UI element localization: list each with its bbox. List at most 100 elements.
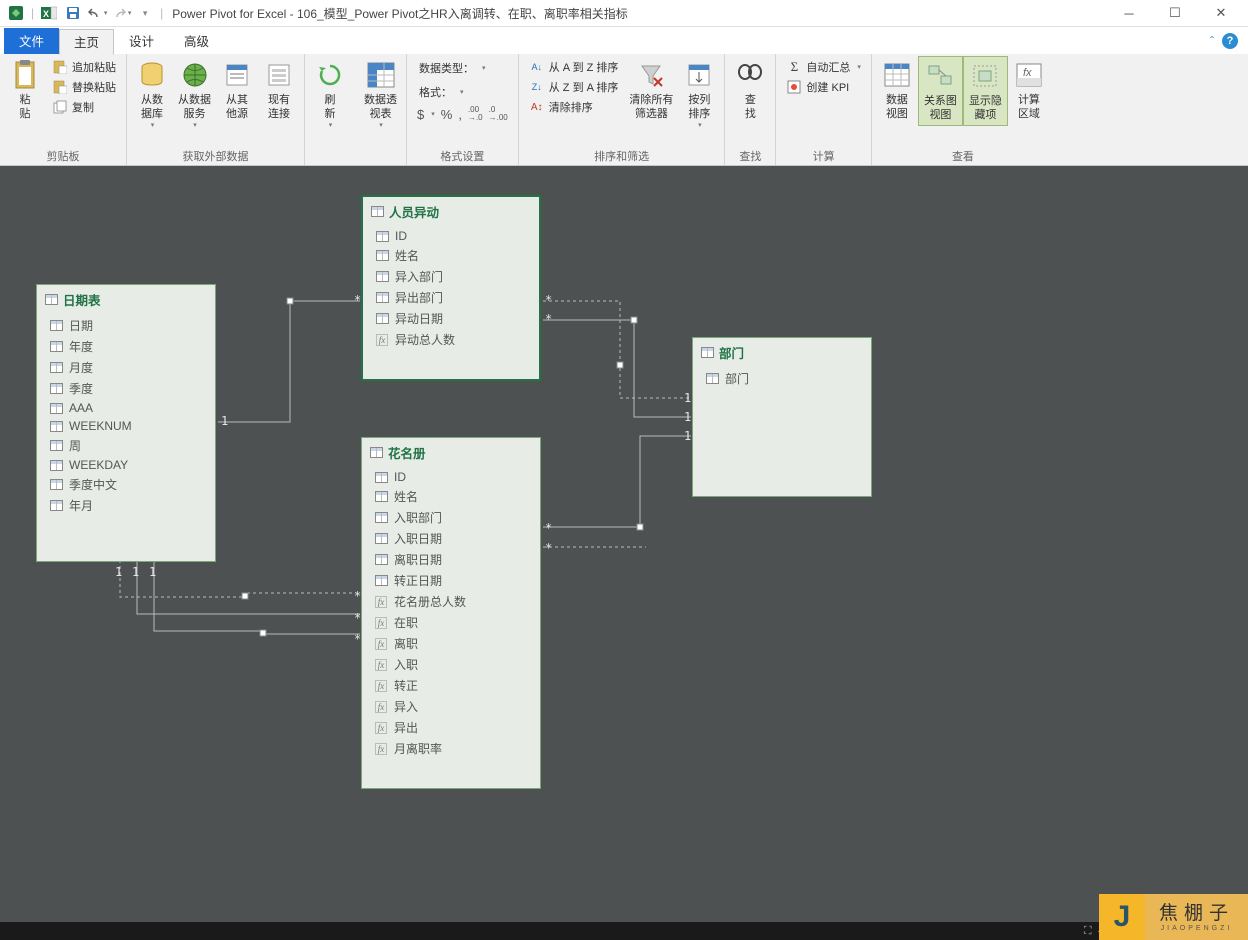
tab-file[interactable]: 文件 — [4, 28, 59, 54]
help-icon[interactable]: ? — [1222, 33, 1238, 49]
decrease-decimal-button[interactable]: .00 →.0 — [468, 106, 483, 122]
field-item[interactable]: 姓名 — [374, 486, 540, 507]
sort-za-button[interactable]: Z↓从 Z 到 A 排序 — [527, 77, 621, 97]
field-item[interactable]: fx异入 — [374, 696, 540, 717]
field-item[interactable]: 年月 — [49, 495, 215, 516]
sort-az-button[interactable]: A↓从 A 到 Z 排序 — [527, 57, 621, 77]
field-item[interactable]: AAA — [49, 399, 215, 417]
calc-area-button[interactable]: fx计算 区域 — [1008, 56, 1050, 124]
entity-header[interactable]: 日期表 — [37, 285, 215, 313]
field-item[interactable]: ID — [375, 227, 539, 245]
field-item[interactable]: WEEKDAY — [49, 456, 215, 474]
diagram-view-button[interactable]: 关系图 视图 — [918, 56, 963, 126]
entity-header[interactable]: 部门 — [693, 338, 871, 366]
excel-icon[interactable]: X — [38, 2, 60, 24]
field-item[interactable]: fx离职 — [374, 633, 540, 654]
qat-more-icon[interactable]: ▾ — [134, 2, 156, 24]
field-item[interactable]: 年度 — [49, 336, 215, 357]
currency-button[interactable]: $ — [417, 107, 424, 122]
window-title: Power Pivot for Excel - 106_模型_Power Piv… — [172, 5, 627, 22]
paste-append-button[interactable]: 追加粘贴 — [50, 57, 118, 77]
cardinality-label: 1 — [684, 391, 691, 405]
field-item[interactable]: 部门 — [705, 368, 871, 389]
field-item[interactable]: 离职日期 — [374, 549, 540, 570]
field-item[interactable]: 入职日期 — [374, 528, 540, 549]
cardinality-label: * — [354, 589, 361, 603]
collapse-ribbon-icon[interactable]: ˆ — [1210, 34, 1214, 48]
redo-icon[interactable]: ▾ — [110, 2, 132, 24]
pivot-table-button[interactable]: 数据透 视表▾ — [359, 56, 402, 132]
field-item[interactable]: 入职部门 — [374, 507, 540, 528]
field-item[interactable]: fx月离职率 — [374, 738, 540, 759]
find-button[interactable]: 查 找 — [729, 56, 771, 124]
field-item[interactable]: fx入职 — [374, 654, 540, 675]
field-item[interactable]: fx异动总人数 — [375, 329, 539, 350]
autosum-button[interactable]: Σ自动汇总▾ — [784, 57, 863, 77]
entity-roster[interactable]: 花名册ID姓名入职部门入职日期离职日期转正日期fx花名册总人数fx在职fx离职f… — [361, 437, 541, 789]
increase-decimal-button[interactable]: .0 →.00 — [489, 106, 508, 122]
entity-move[interactable]: 人员异动 ID姓名异入部门异出部门异动日期fx异动总人数 — [361, 195, 541, 381]
group-sort: A↓从 A 到 Z 排序 Z↓从 Z 到 A 排序 A↕清除排序 清除所有 筛选… — [519, 54, 726, 165]
field-item[interactable]: 季度中文 — [49, 474, 215, 495]
datatype-dropdown[interactable]: 数据类型：▾ — [417, 58, 508, 78]
field-item[interactable]: 月度 — [49, 357, 215, 378]
field-item[interactable]: ID — [374, 468, 540, 486]
tab-design[interactable]: 设计 — [114, 28, 169, 54]
minimize-button[interactable]: ─ — [1106, 0, 1152, 27]
entity-header[interactable]: 人员异动 — [363, 197, 539, 225]
ribbon: 粘 贴 追加粘贴 替换粘贴 复制 剪贴板 从数 据库▾ 从数据 服务▾ 从其 他… — [0, 54, 1248, 166]
field-item[interactable]: 转正日期 — [374, 570, 540, 591]
watermark: J 焦棚子 JIAOPENGZI — [1099, 894, 1248, 940]
paste-replace-button[interactable]: 替换粘贴 — [50, 77, 118, 97]
field-item[interactable]: fx异出 — [374, 717, 540, 738]
group-getdata: 从数 据库▾ 从数据 服务▾ 从其 他源 现有 连接 获取外部数据 — [127, 54, 305, 165]
show-hidden-button[interactable]: 显示隐 藏项 — [963, 56, 1008, 126]
group-view: 数据 视图 关系图 视图 显示隐 藏项 fx计算 区域 查看 — [872, 54, 1054, 165]
field-item[interactable]: 异入部门 — [375, 266, 539, 287]
qat-separator-2: | — [160, 6, 163, 20]
copy-button[interactable]: 复制 — [50, 97, 118, 117]
create-kpi-button[interactable]: 创建 KPI — [784, 77, 863, 97]
paste-button[interactable]: 粘 贴 — [4, 56, 46, 124]
existing-conn-button[interactable]: 现有 连接 — [258, 56, 300, 124]
refresh-button[interactable]: 刷 新▾ — [309, 56, 351, 132]
sort-bycol-button[interactable]: 按列 排序▾ — [678, 56, 720, 132]
cardinality-label: * — [545, 312, 552, 326]
title-bar: | X ▾ ▾ ▾ | Power Pivot for Excel - 106_… — [0, 0, 1248, 27]
cardinality-label: 1 — [132, 565, 139, 579]
cardinality-label: * — [354, 632, 361, 646]
field-item[interactable]: fx转正 — [374, 675, 540, 696]
clear-filter-button[interactable]: 清除所有 筛选器 — [624, 56, 678, 124]
fit-icon[interactable]: ⛶ — [1084, 925, 1092, 938]
diagram-canvas[interactable]: 日期表日期年度月度季度AAAWEEKNUM周WEEKDAY季度中文年月 人员异动 I… — [0, 166, 1248, 922]
field-item[interactable]: 异出部门 — [375, 287, 539, 308]
entity-dept[interactable]: 部门部门 — [692, 337, 872, 497]
field-item[interactable]: 季度 — [49, 378, 215, 399]
from-database-button[interactable]: 从数 据库▾ — [131, 56, 173, 132]
tab-advanced[interactable]: 高级 — [169, 28, 224, 54]
percent-button[interactable]: % — [441, 107, 453, 122]
field-item[interactable]: 周 — [49, 435, 215, 456]
field-item[interactable]: WEEKNUM — [49, 417, 215, 435]
save-icon[interactable] — [62, 2, 84, 24]
cardinality-label: 1 — [149, 565, 156, 579]
cardinality-label: 1 — [684, 410, 691, 424]
maximize-button[interactable]: ☐ — [1152, 0, 1198, 27]
svg-text:X: X — [43, 9, 49, 19]
format-dropdown[interactable]: 格式：▾ — [417, 82, 508, 102]
close-button[interactable]: ✕ — [1198, 0, 1244, 27]
entity-date[interactable]: 日期表日期年度月度季度AAAWEEKNUM周WEEKDAY季度中文年月 — [36, 284, 216, 562]
entity-header[interactable]: 花名册 — [362, 438, 540, 466]
field-item[interactable]: 姓名 — [375, 245, 539, 266]
undo-icon[interactable]: ▾ — [86, 2, 108, 24]
field-item[interactable]: 异动日期 — [375, 308, 539, 329]
field-item[interactable]: 日期 — [49, 315, 215, 336]
from-other-button[interactable]: 从其 他源 — [216, 56, 258, 124]
comma-button[interactable]: , — [458, 107, 462, 122]
field-item[interactable]: fx花名册总人数 — [374, 591, 540, 612]
tab-home[interactable]: 主页 — [59, 29, 114, 55]
from-service-button[interactable]: 从数据 服务▾ — [173, 56, 216, 132]
field-item[interactable]: fx在职 — [374, 612, 540, 633]
data-view-button[interactable]: 数据 视图 — [876, 56, 918, 124]
clear-sort-button[interactable]: A↕清除排序 — [527, 97, 621, 117]
